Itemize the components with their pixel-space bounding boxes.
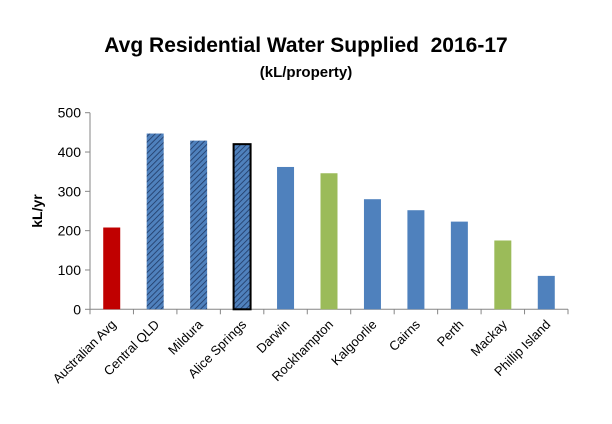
y-tick-label: 200 [58, 223, 82, 239]
bar-rockhampton [320, 173, 338, 310]
y-axis-label: kL/yr [29, 194, 45, 228]
bar-central-qld [146, 133, 164, 310]
y-tick-label: 400 [58, 144, 82, 160]
y-tick-label: 500 [58, 105, 82, 121]
bar-darwin [277, 166, 295, 310]
x-tick-label: Mackay [468, 316, 511, 359]
y-tick-label: 100 [58, 262, 82, 278]
y-tick-label: 0 [73, 301, 81, 317]
x-tick-label: Kalgoorlie [328, 317, 379, 368]
bar-perth [450, 221, 468, 310]
axes: 0 100 200 300 400 500 [58, 105, 569, 317]
bar-alice-springs [232, 143, 252, 311]
bar-mildura [190, 140, 208, 310]
chart-subtitle: (kL/property) [260, 64, 353, 81]
bar-mackay [494, 240, 512, 310]
chart-title: Avg Residential Water Supplied 2016-17 [104, 34, 507, 57]
bar-kalgoorlie [363, 199, 381, 310]
x-tick-label: Perth [434, 317, 467, 350]
x-tick-label: Cairns [386, 316, 424, 354]
bar-cairns [407, 210, 425, 310]
y-tick-label: 300 [58, 183, 82, 199]
bar-phillip-island [537, 275, 555, 310]
bar-australian-avg [103, 227, 121, 310]
x-tick-label: Mildura [165, 316, 206, 357]
x-tick-label: Darwin [253, 317, 292, 356]
bars [103, 133, 555, 311]
